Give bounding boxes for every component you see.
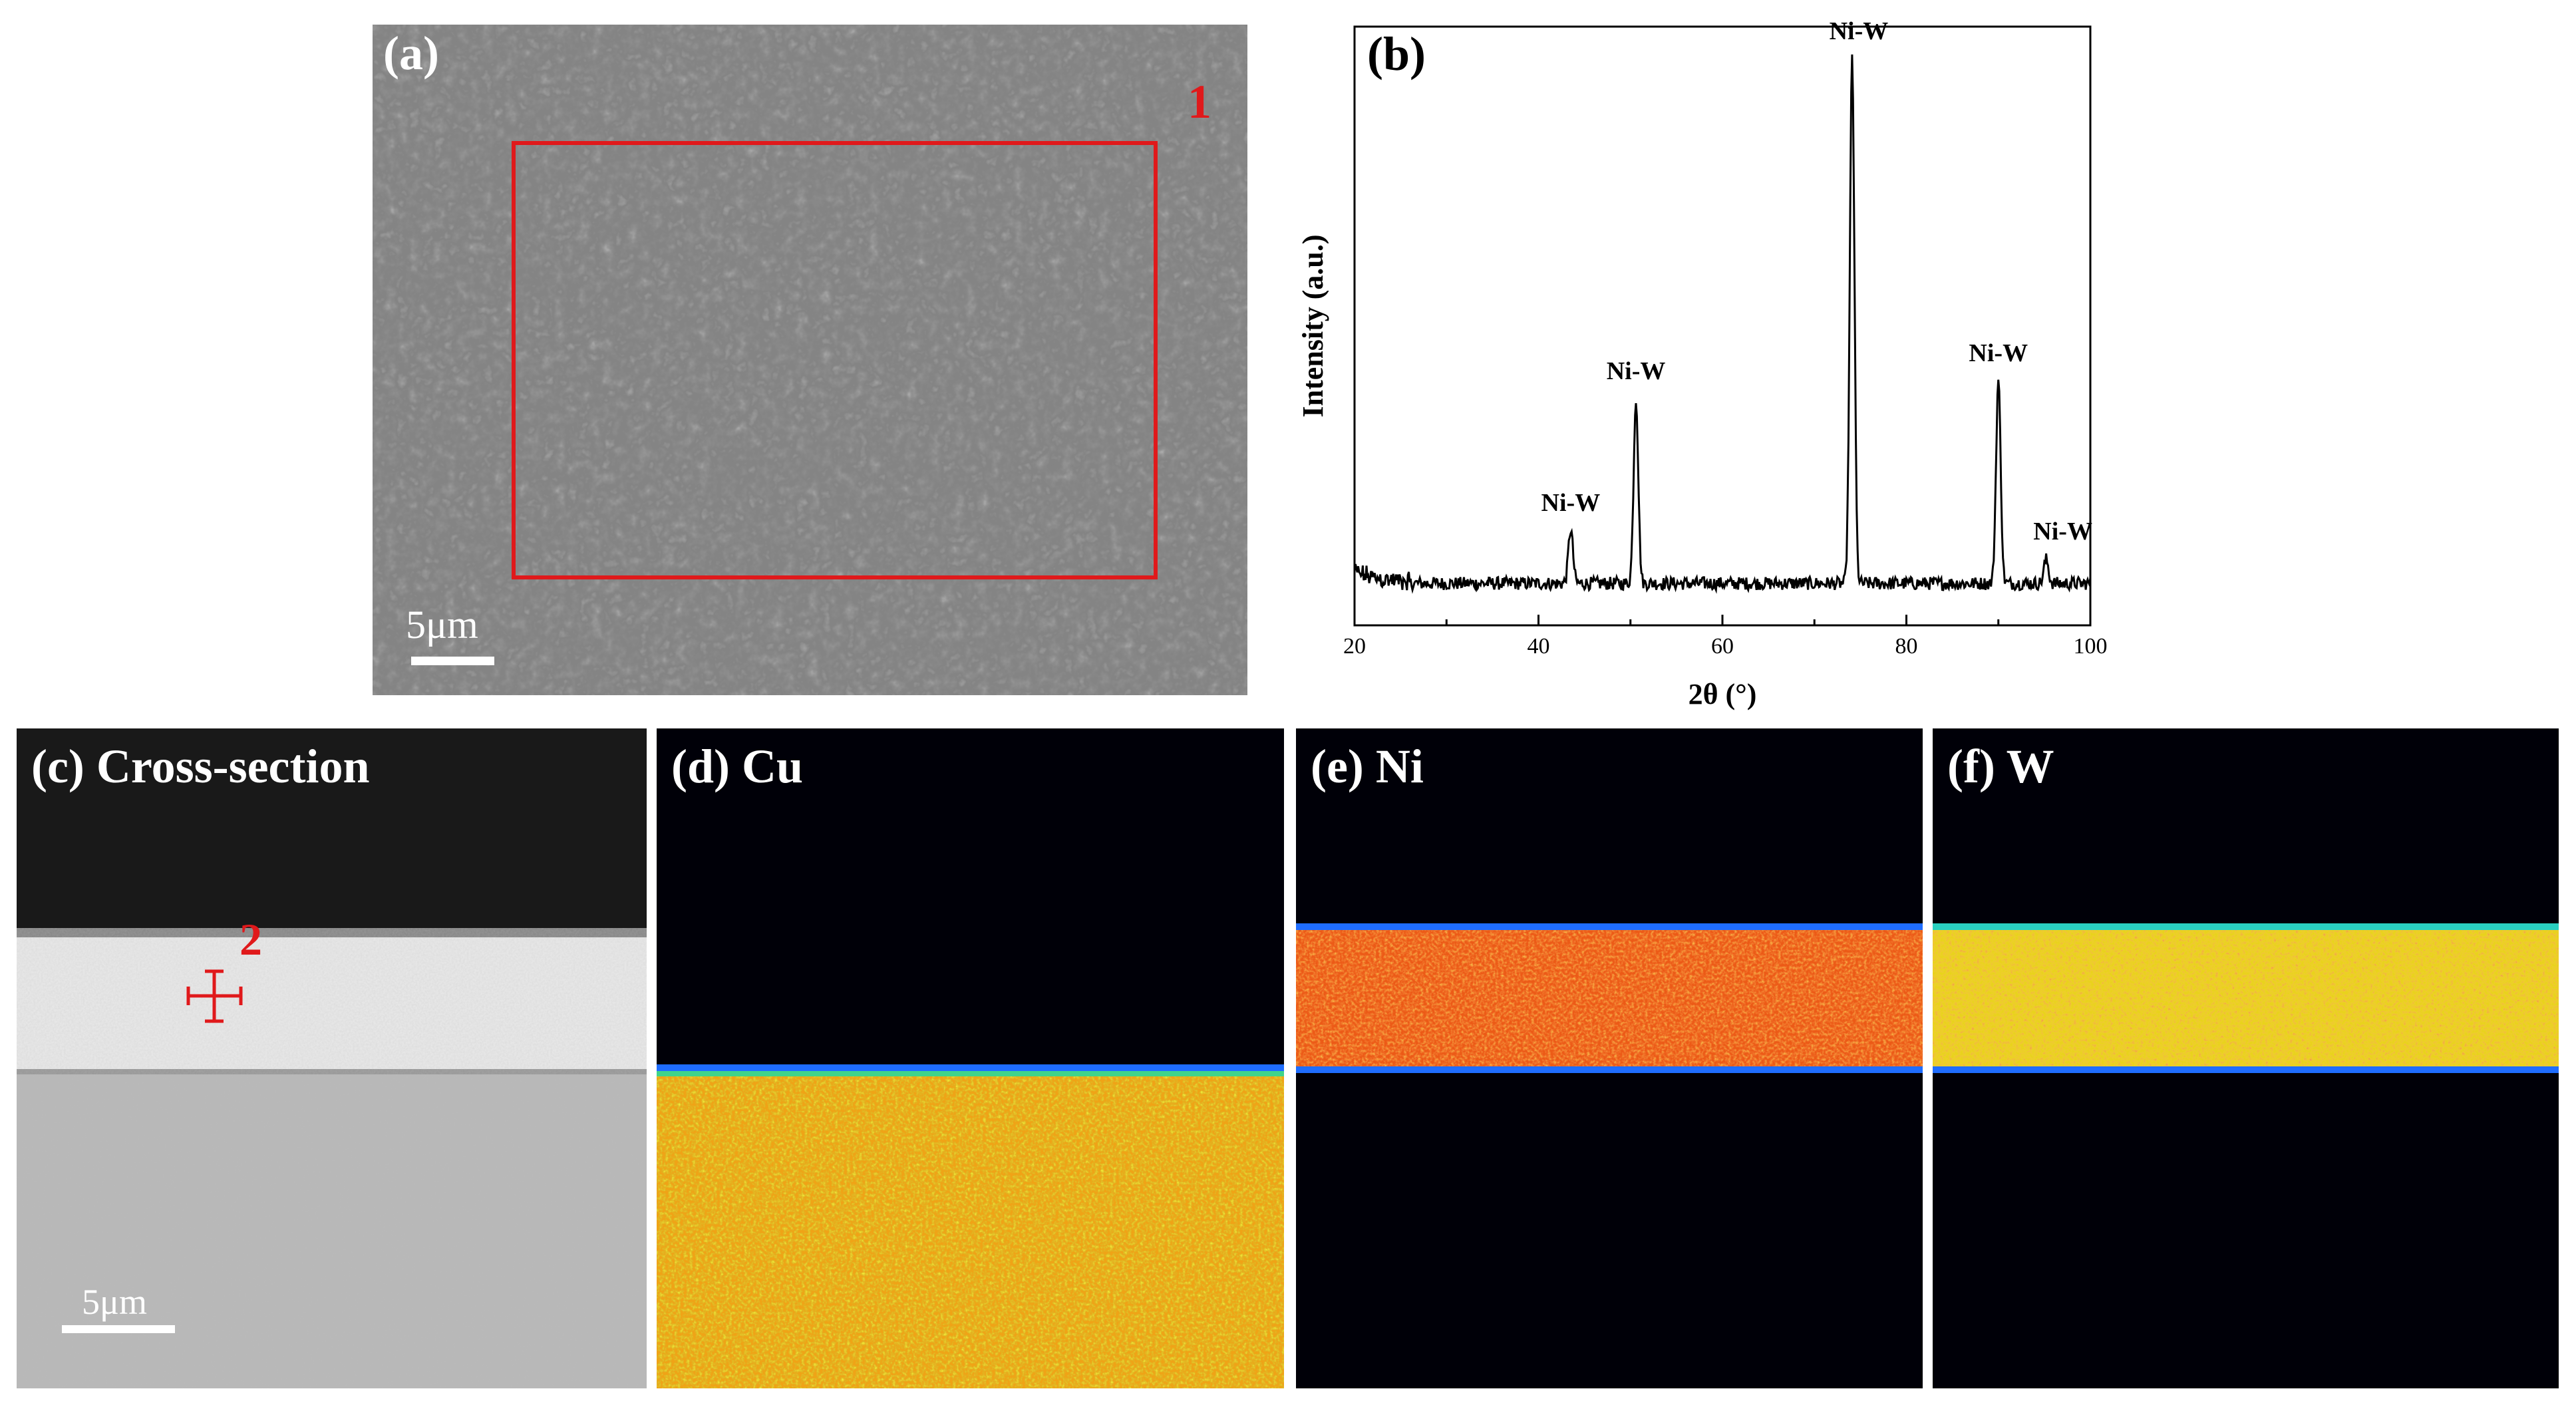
x-tick-label: 100 xyxy=(2074,634,2108,659)
peak-label: Ni-W xyxy=(2033,518,2092,546)
scalebar-c xyxy=(62,1325,175,1333)
panel-b-xrd-chart: 20 40 60 80 100 Ni-W Ni-W Ni-W Ni-W Ni-W 2θ (°) … xyxy=(1264,0,2129,718)
peak-label: Ni-W xyxy=(1541,489,1601,517)
scalebar-label-c: 5μm xyxy=(82,1282,147,1322)
selection-box-1 xyxy=(512,141,1158,579)
sem-texture: 1 5μm xyxy=(373,25,1247,695)
xrd-series-line xyxy=(1353,54,2092,594)
x-tick-label: 80 xyxy=(1895,634,1918,659)
cross-section-image: 2 5μm xyxy=(17,728,647,1388)
panel-label-d: (d) Cu xyxy=(671,740,804,793)
x-tick-label: 60 xyxy=(1711,634,1734,659)
panel-label-e: (e) Ni xyxy=(1311,740,1424,793)
panel-a-sem-surface: 1 5μm (a) xyxy=(373,25,1247,695)
measurement-point-2 xyxy=(186,969,243,1023)
panel-d-cu-map: (d) Cu xyxy=(657,728,1284,1388)
panel-f-w-map: (f) W xyxy=(1933,728,2559,1388)
scalebar-a xyxy=(411,657,494,665)
xrd-chart: 20 40 60 80 100 Ni-WNi-WNi-WNi-WNi-W 2θ (°) … xyxy=(1297,17,2108,710)
x-axis-label: 2θ (°) xyxy=(1689,678,1757,710)
ni-map-image xyxy=(1296,923,1923,1073)
panel-label-c: (c) Cross-section xyxy=(31,740,370,793)
panel-e-ni-map: (e) Ni xyxy=(1296,728,1923,1388)
x-tick-label: 40 xyxy=(1528,634,1550,659)
region-label-1: 1 xyxy=(1188,75,1211,128)
panel-c-cross-section: 2 5μm (c) Cross-section xyxy=(17,728,647,1388)
panel-label-b: (b) xyxy=(1367,27,1426,80)
point-label-2: 2 xyxy=(240,914,262,965)
w-map-image xyxy=(1933,923,2559,1073)
scalebar-label-a: 5μm xyxy=(406,603,478,647)
peak-labels: Ni-W Ni-W Ni-W Ni-W Ni-W xyxy=(1541,17,2092,546)
x-tick-label: 20 xyxy=(1343,634,1366,659)
y-axis-label: Intensity (a.u.) xyxy=(1297,234,1329,417)
panel-label-f: (f) W xyxy=(1947,740,2054,793)
x-axis-ticks: 20 40 60 80 100 xyxy=(1343,615,2108,659)
peak-label: Ni-W xyxy=(1607,357,1666,385)
panel-label-a: (a) xyxy=(383,27,439,80)
peak-label: Ni-W xyxy=(1969,339,2028,367)
plot-frame xyxy=(1353,25,2092,627)
cu-map-image xyxy=(657,1064,1284,1388)
peak-label: Ni-W xyxy=(1830,17,1889,45)
